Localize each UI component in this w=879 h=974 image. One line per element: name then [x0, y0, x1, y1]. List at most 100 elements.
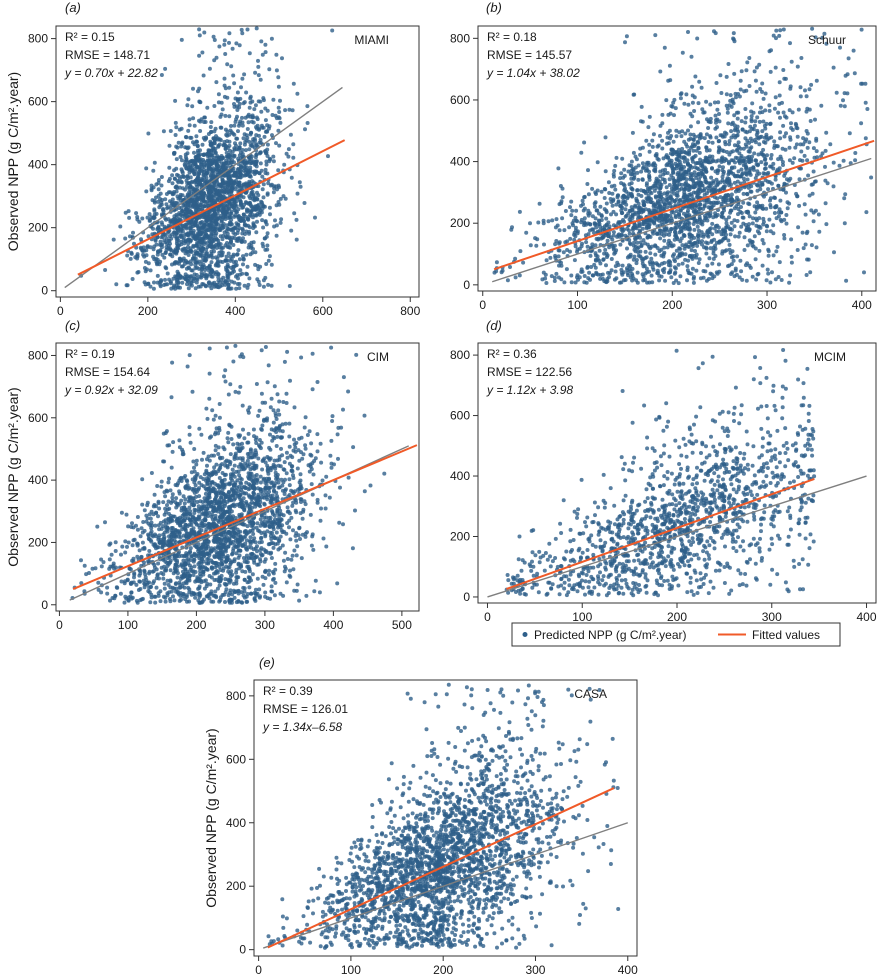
- data-point: [257, 171, 262, 176]
- data-point: [724, 74, 729, 79]
- data-point: [798, 142, 803, 147]
- data-point: [251, 240, 256, 245]
- data-point: [648, 251, 653, 256]
- data-point: [197, 118, 201, 123]
- data-point: [799, 56, 804, 60]
- data-point: [688, 163, 693, 168]
- data-point: [644, 138, 649, 143]
- data-point: [750, 101, 755, 106]
- data-point: [187, 160, 192, 164]
- data-point: [772, 211, 777, 215]
- data-point: [689, 248, 694, 253]
- data-point: [240, 123, 245, 128]
- data-point: [186, 97, 191, 102]
- data-point: [258, 150, 263, 155]
- data-point: [778, 198, 783, 203]
- data-point: [228, 128, 233, 133]
- data-point: [693, 153, 698, 158]
- data-point: [630, 273, 635, 278]
- data-point: [195, 240, 200, 245]
- data-point: [174, 275, 179, 279]
- data-point: [743, 136, 748, 141]
- data-point: [179, 233, 184, 238]
- data-point: [144, 253, 149, 258]
- data-point: [737, 159, 742, 164]
- data-point: [208, 142, 213, 147]
- data-point: [229, 168, 234, 173]
- data-point: [238, 171, 243, 176]
- data-point: [664, 163, 669, 168]
- data-point: [173, 120, 178, 125]
- data-point: [737, 230, 742, 235]
- data-point: [817, 229, 822, 234]
- data-point: [202, 212, 207, 217]
- data-point: [234, 286, 239, 291]
- data-point: [194, 280, 199, 285]
- data-point: [747, 56, 752, 60]
- data-point: [163, 240, 168, 245]
- data-point: [732, 218, 737, 223]
- data-point: [239, 27, 244, 32]
- data-point: [634, 278, 639, 283]
- data-point: [709, 226, 713, 231]
- data-point: [669, 173, 674, 178]
- data-point: [605, 238, 610, 243]
- data-point: [757, 62, 762, 67]
- data-point: [681, 225, 686, 230]
- data-point: [207, 236, 212, 241]
- data-point: [163, 233, 168, 238]
- data-point: [178, 285, 182, 290]
- data-point: [245, 209, 249, 214]
- data-point: [678, 92, 683, 97]
- data-point: [745, 227, 750, 232]
- data-point: [760, 206, 765, 211]
- data-point: [654, 195, 658, 200]
- data-point: [168, 241, 172, 246]
- data-point: [809, 243, 814, 248]
- data-point: [735, 133, 740, 138]
- data-point: [582, 140, 587, 145]
- data-point: [214, 80, 219, 85]
- data-point: [635, 188, 640, 193]
- data-point: [263, 219, 268, 224]
- data-point: [642, 263, 647, 268]
- data-point: [738, 258, 743, 263]
- data-point: [604, 263, 608, 268]
- data-point: [159, 200, 164, 205]
- data-point: [667, 177, 672, 182]
- data-point: [253, 103, 258, 108]
- data-point: [270, 113, 275, 117]
- data-point: [707, 214, 712, 219]
- data-point: [638, 235, 643, 240]
- scatter-points: [79, 26, 335, 291]
- data-point: [814, 138, 819, 143]
- data-point: [231, 230, 236, 235]
- data-point: [241, 254, 245, 259]
- data-point: [733, 91, 738, 96]
- data-point: [198, 225, 203, 229]
- data-point: [603, 247, 608, 252]
- data-point: [632, 92, 637, 97]
- data-point: [612, 183, 617, 188]
- data-point: [584, 240, 589, 245]
- data-point: [645, 270, 650, 274]
- data-point: [180, 280, 185, 285]
- data-point: [131, 230, 135, 235]
- data-point: [212, 148, 217, 153]
- data-point: [613, 187, 618, 192]
- r2-annotation: R² = 0.18: [487, 30, 537, 44]
- data-point: [214, 167, 219, 172]
- data-point: [795, 64, 800, 69]
- data-point: [274, 233, 279, 238]
- data-point: [785, 206, 790, 211]
- data-point: [276, 105, 281, 110]
- data-point: [601, 257, 606, 262]
- data-point: [543, 276, 548, 281]
- data-point: [232, 102, 236, 106]
- data-point: [590, 273, 595, 278]
- data-point: [241, 212, 246, 217]
- data-point: [537, 201, 542, 206]
- data-point: [665, 135, 670, 140]
- data-point: [813, 35, 818, 40]
- y-tick-label: 400: [28, 158, 48, 172]
